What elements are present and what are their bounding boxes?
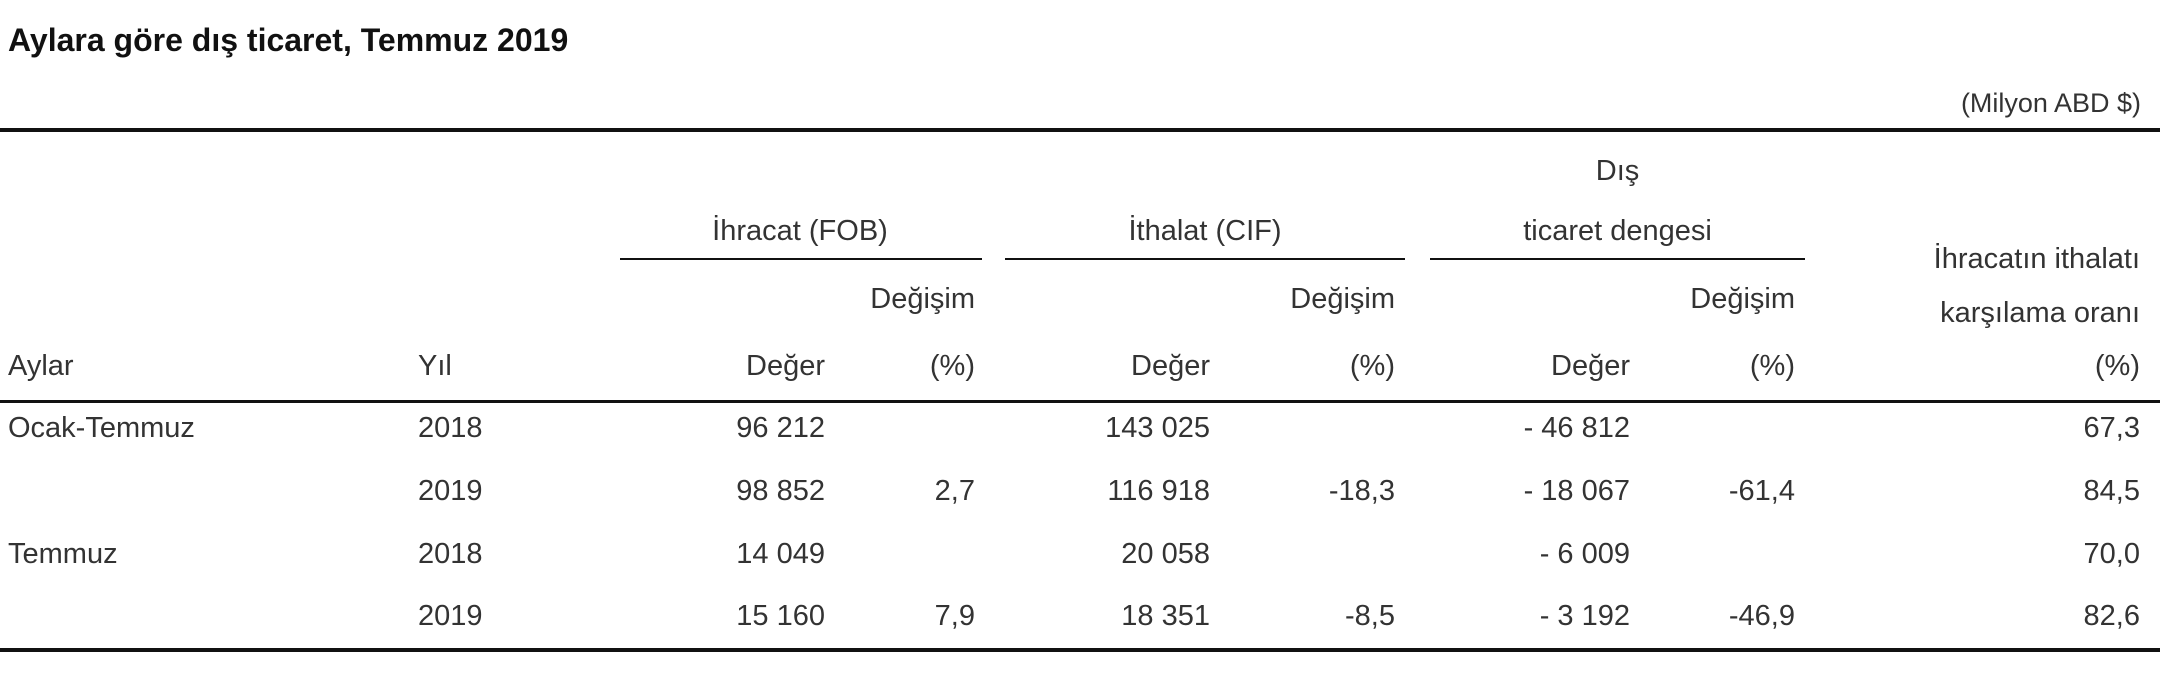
cell-ihracat-deger: 98 852 [736, 475, 825, 507]
top-rule [0, 128, 2160, 132]
header-aylar: Aylar [8, 350, 74, 382]
header-denge-line2: ticaret dengesi [1523, 215, 1712, 247]
cell-ithalat-deger: 18 351 [1121, 600, 1210, 632]
cell-ithalat-pct: -8,5 [1345, 600, 1395, 632]
header-ihracat-pct: (%) [929, 350, 975, 382]
header-oran-line2: karşılama oranı [1940, 297, 2140, 329]
header-ithalat-degisim: Değişim [1290, 283, 1395, 315]
table-title: Aylara göre dış ticaret, Temmuz 2019 [8, 22, 569, 58]
header-denge-degisim: Değişim [1690, 283, 1795, 315]
cell-oran: 84,5 [2083, 475, 2140, 507]
cell-ihracat-pct: 2,7 [934, 475, 975, 507]
header-denge-pct: (%) [1749, 350, 1795, 382]
cell-year: 2019 [418, 600, 483, 632]
header-ithalat: İthalat (CIF) [1128, 215, 1282, 247]
cell-ithalat-deger: 143 025 [1105, 412, 1210, 444]
cell-ihracat-deger: 14 049 [736, 538, 825, 570]
cell-ithalat-deger: 116 918 [1107, 475, 1210, 507]
cell-denge-pct: -46,9 [1728, 600, 1795, 632]
cell-ithalat-deger: 20 058 [1121, 538, 1210, 570]
header-denge-line1: Dış [1595, 155, 1640, 187]
cell-denge-pct: -61,4 [1728, 475, 1795, 507]
header-ithalat-pct: (%) [1349, 350, 1395, 382]
cell-oran: 67,3 [2083, 412, 2140, 444]
header-rule [0, 400, 2160, 403]
header-ihracat: İhracat (FOB) [712, 215, 888, 247]
header-ihracat-degisim: Değişim [870, 283, 975, 315]
cell-period: Ocak-Temmuz [8, 412, 195, 444]
ithalat-underline [1005, 258, 1405, 260]
cell-oran: 70,0 [2083, 538, 2140, 570]
cell-ihracat-deger: 96 212 [736, 412, 825, 444]
cell-year: 2019 [418, 475, 483, 507]
header-yil: Yıl [418, 350, 452, 382]
cell-denge-deger: - 3 192 [1539, 600, 1630, 632]
cell-denge-deger: - 6 009 [1539, 538, 1630, 570]
cell-ihracat-pct: 7,9 [934, 600, 975, 632]
header-ihracat-deger: Değer [746, 350, 825, 382]
header-oran-pct: (%) [2094, 350, 2140, 382]
cell-year: 2018 [418, 538, 483, 570]
cell-ihracat-deger: 15 160 [736, 600, 825, 632]
header-oran-line1: İhracatın ithalatı [1933, 243, 2140, 275]
cell-denge-deger: - 18 067 [1523, 475, 1630, 507]
cell-denge-deger: - 46 812 [1523, 412, 1630, 444]
header-ithalat-deger: Değer [1131, 350, 1210, 382]
cell-period: Temmuz [8, 538, 118, 570]
cell-ithalat-pct: -18,3 [1328, 475, 1395, 507]
cell-year: 2018 [418, 412, 483, 444]
header-denge-deger: Değer [1551, 350, 1630, 382]
denge-underline [1430, 258, 1805, 260]
cell-oran: 82,6 [2083, 600, 2140, 632]
ihracat-underline [620, 258, 982, 260]
unit-label: (Milyon ABD $) [1960, 88, 2141, 118]
bottom-rule [0, 648, 2160, 652]
